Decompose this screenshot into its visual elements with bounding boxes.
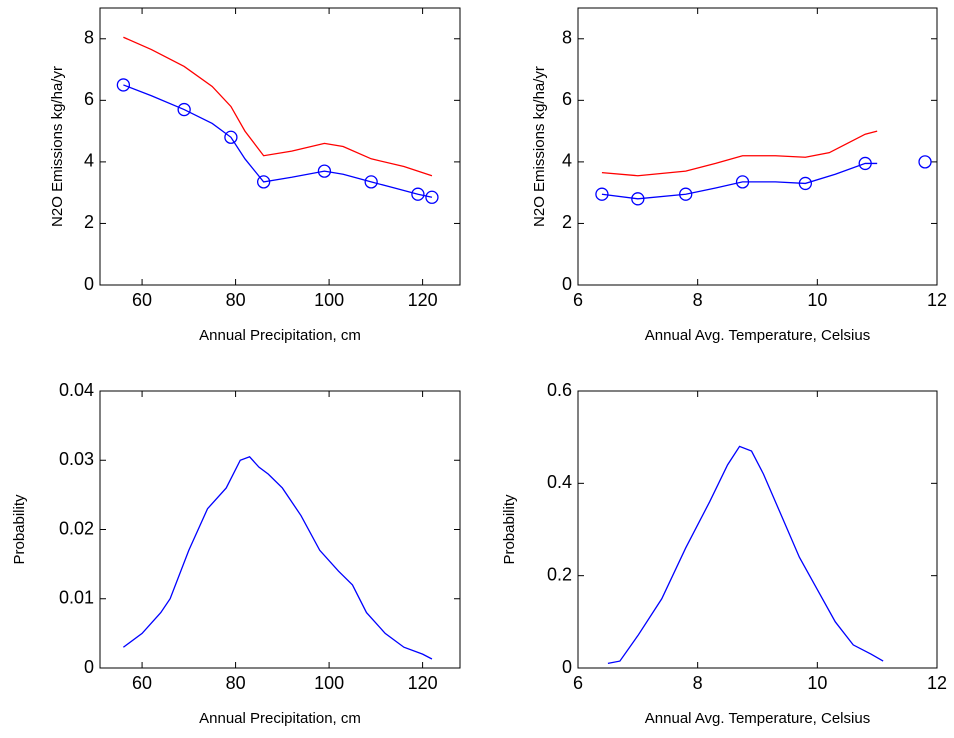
y-axis-label: Probability bbox=[501, 494, 518, 565]
x-tick-label: 60 bbox=[132, 290, 152, 310]
data-line bbox=[601, 162, 878, 200]
data-marker bbox=[918, 155, 932, 169]
x-axis-label: Annual Precipitation, cm bbox=[199, 327, 361, 344]
x-tick-label: 100 bbox=[314, 673, 344, 693]
y-tick-label: 2 bbox=[562, 212, 572, 232]
data-marker bbox=[425, 190, 439, 204]
data-line bbox=[601, 130, 878, 177]
y-tick-label: 0.01 bbox=[59, 588, 94, 608]
x-tick-label: 80 bbox=[226, 673, 246, 693]
data-line bbox=[123, 36, 433, 177]
y-tick-label: 0.6 bbox=[547, 380, 572, 400]
data-marker bbox=[798, 176, 813, 191]
y-tick-label: 0.02 bbox=[59, 518, 94, 538]
data-marker bbox=[364, 175, 378, 189]
y-tick-label: 6 bbox=[562, 89, 572, 109]
data-marker bbox=[317, 164, 332, 178]
y-axis-label: Probability bbox=[11, 494, 28, 565]
y-tick-label: 4 bbox=[562, 151, 572, 171]
x-tick-label: 10 bbox=[807, 290, 827, 310]
y-tick-label: 0.04 bbox=[59, 380, 94, 400]
axes-box bbox=[99, 7, 461, 286]
axes-box bbox=[577, 390, 938, 669]
x-tick-label: 12 bbox=[927, 290, 947, 310]
data-marker bbox=[116, 78, 131, 92]
data-line bbox=[607, 445, 884, 665]
x-tick-label: 8 bbox=[693, 290, 703, 310]
x-tick-label: 60 bbox=[132, 673, 152, 693]
data-marker bbox=[177, 102, 191, 117]
data-marker bbox=[858, 156, 872, 171]
data-line bbox=[123, 84, 433, 198]
y-tick-label: 8 bbox=[562, 28, 572, 48]
y-tick-label: 0 bbox=[562, 274, 572, 294]
y-tick-label: 0 bbox=[84, 657, 94, 677]
x-tick-label: 100 bbox=[314, 290, 344, 310]
y-axis-label: N2O Emissions kg/ha/yr bbox=[531, 66, 548, 227]
y-tick-label: 0.03 bbox=[59, 449, 94, 469]
x-axis-label: Annual Precipitation, cm bbox=[199, 710, 361, 727]
data-line bbox=[122, 456, 433, 660]
y-tick-label: 0 bbox=[84, 274, 94, 294]
x-tick-label: 6 bbox=[573, 673, 583, 693]
x-tick-label: 10 bbox=[807, 673, 827, 693]
data-marker bbox=[679, 187, 693, 201]
data-marker bbox=[256, 175, 271, 189]
x-tick-label: 120 bbox=[408, 673, 438, 693]
x-tick-label: 120 bbox=[408, 290, 438, 310]
y-tick-label: 0 bbox=[562, 657, 572, 677]
x-axis-label: Annual Avg. Temperature, Celsius bbox=[645, 710, 870, 727]
x-axis-label: Annual Avg. Temperature, Celsius bbox=[645, 327, 870, 344]
y-tick-label: 0.2 bbox=[547, 564, 572, 584]
data-marker bbox=[224, 130, 238, 144]
data-marker bbox=[595, 187, 609, 201]
y-tick-label: 0.4 bbox=[547, 472, 572, 492]
y-axis-label: N2O Emissions kg/ha/yr bbox=[49, 66, 66, 227]
y-tick-label: 8 bbox=[84, 28, 94, 48]
x-tick-label: 80 bbox=[226, 290, 246, 310]
x-tick-label: 12 bbox=[927, 673, 947, 693]
axes-box bbox=[577, 7, 938, 286]
axes-box bbox=[99, 390, 461, 669]
data-marker bbox=[411, 187, 425, 201]
x-tick-label: 6 bbox=[573, 290, 583, 310]
y-tick-label: 6 bbox=[84, 89, 94, 109]
data-marker bbox=[631, 192, 645, 206]
x-tick-label: 8 bbox=[693, 673, 703, 693]
y-tick-label: 2 bbox=[84, 212, 94, 232]
data-marker bbox=[735, 175, 750, 189]
y-tick-label: 4 bbox=[84, 151, 94, 171]
